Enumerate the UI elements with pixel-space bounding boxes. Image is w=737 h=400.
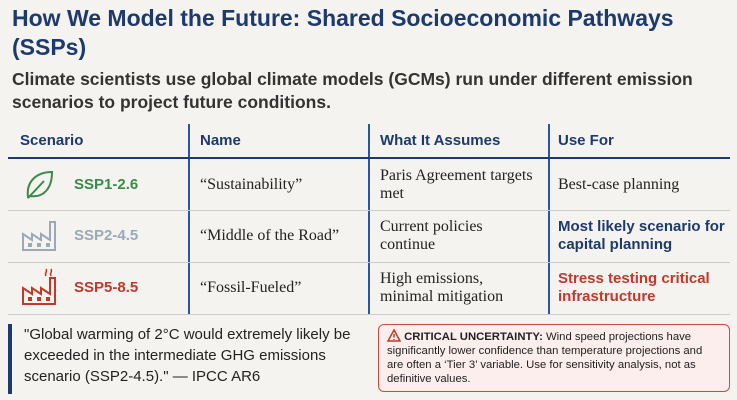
scenario: SSP5-8.5 — [74, 279, 139, 296]
assumption: High emissions, minimal mitigation — [380, 270, 504, 305]
warning-icon — [386, 328, 402, 342]
header-rule — [8, 157, 730, 159]
leaf-icon — [26, 170, 54, 199]
title: How We Model the Future: Shared Socioeco… — [12, 5, 674, 60]
assumption: Paris Agreement targets met — [380, 167, 533, 202]
column-divider — [368, 124, 370, 314]
scenario-name: “Sustainability” — [200, 176, 303, 193]
factory-icon — [22, 221, 56, 251]
column-header: What It Assumes — [380, 132, 501, 149]
scenario: SSP2-4.5 — [74, 227, 139, 244]
row-rule — [8, 314, 730, 315]
column-header: Name — [200, 132, 241, 149]
warning-label: CRITICAL UNCERTAINTY: — [404, 331, 543, 343]
use-for: Stress testing critical infrastructure — [558, 270, 710, 305]
scenario-name: “Middle of the Road” — [200, 227, 340, 244]
factory-icon — [22, 268, 56, 305]
use-for: Best-case planning — [558, 176, 680, 193]
scenario-name: “Fossil-Fueled” — [200, 279, 302, 296]
column-header: Scenario — [20, 132, 84, 149]
column-divider — [548, 124, 550, 314]
quote: "Global warming of 2°C would extremely l… — [8, 324, 364, 394]
scenario: SSP1-2.6 — [74, 176, 139, 193]
row-rule — [8, 262, 730, 263]
use-for: Most likely scenario for capital plannin… — [558, 218, 725, 253]
row-rule — [8, 210, 730, 211]
warning-text: Wind speed projections have significantl… — [387, 331, 703, 385]
warning-box: CRITICAL UNCERTAINTY: Wind speed project… — [378, 324, 730, 392]
assumption: Current policies continue — [380, 218, 483, 253]
column-header: Use For — [558, 132, 614, 149]
column-divider — [188, 124, 190, 314]
subtitle: Climate scientists use global climate mo… — [12, 69, 693, 112]
